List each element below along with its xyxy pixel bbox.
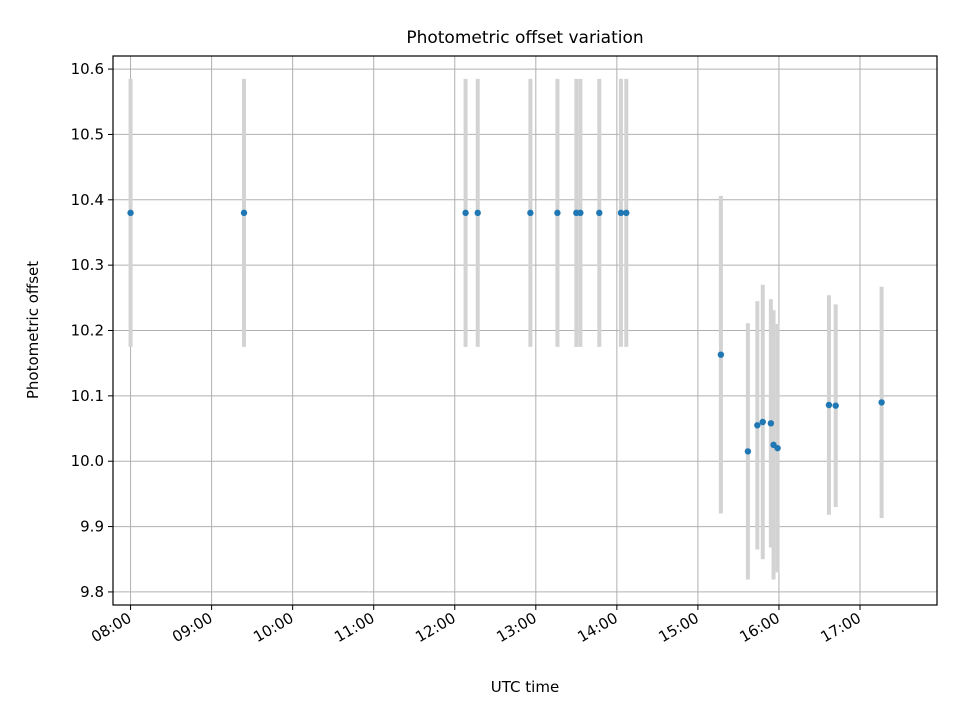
y-axis-label: Photometric offset (24, 261, 42, 399)
data-points (127, 209, 885, 455)
y-tick-label: 9.8 (80, 583, 104, 601)
data-point (554, 209, 561, 217)
x-axis-label: UTC time (491, 678, 559, 696)
y-tick-label: 10.5 (71, 125, 104, 143)
data-point (617, 209, 625, 217)
data-point (717, 351, 725, 358)
data-point (127, 209, 134, 217)
data-point (774, 444, 781, 452)
grid (113, 56, 937, 605)
y-tick-label: 10.0 (71, 452, 104, 470)
y-tick-label: 10.6 (71, 60, 104, 78)
data-point (596, 209, 603, 217)
data-point (623, 209, 630, 217)
y-tick-label: 10.2 (71, 322, 104, 340)
data-point (754, 422, 761, 429)
y-tick-label: 10.3 (71, 256, 104, 274)
y-tick-label: 10.1 (71, 387, 104, 405)
y-tick-label: 9.9 (80, 518, 104, 536)
data-point (759, 418, 766, 426)
data-point (825, 401, 833, 409)
y-tick-label: 10.4 (71, 191, 104, 209)
data-point (878, 399, 885, 406)
chart-title: Photometric offset variation (406, 28, 643, 48)
data-point (832, 402, 839, 409)
data-point (577, 209, 584, 217)
y-axis-ticks: 9.8 9.9 10.0 10.1 10.2 10.3 10.4 10.5 10.6 (71, 60, 113, 601)
data-point (462, 209, 469, 217)
data-point (240, 209, 248, 217)
data-point (474, 209, 481, 217)
data-point (744, 448, 752, 455)
data-point (527, 209, 534, 217)
data-point (767, 420, 775, 427)
